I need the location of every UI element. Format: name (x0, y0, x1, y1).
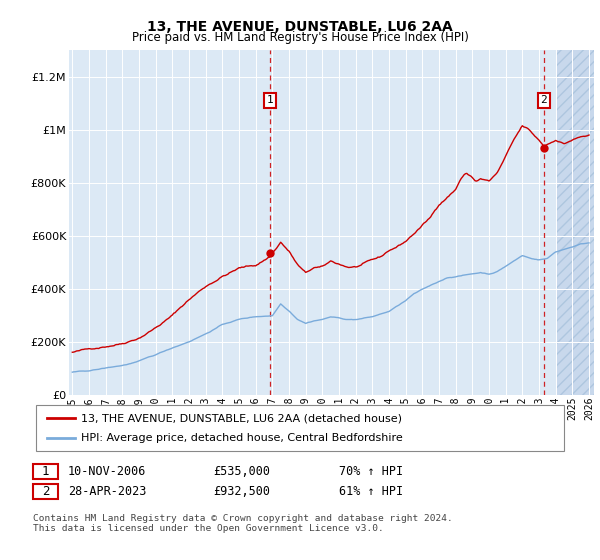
Text: £535,000: £535,000 (213, 465, 270, 478)
Text: Price paid vs. HM Land Registry's House Price Index (HPI): Price paid vs. HM Land Registry's House … (131, 31, 469, 44)
Text: 28-APR-2023: 28-APR-2023 (68, 485, 146, 498)
Text: 2: 2 (541, 95, 547, 105)
Text: Contains HM Land Registry data © Crown copyright and database right 2024.
This d: Contains HM Land Registry data © Crown c… (33, 514, 453, 534)
Text: 61% ↑ HPI: 61% ↑ HPI (339, 485, 403, 498)
Text: 1: 1 (267, 95, 274, 105)
Text: 70% ↑ HPI: 70% ↑ HPI (339, 465, 403, 478)
Text: 10-NOV-2006: 10-NOV-2006 (68, 465, 146, 478)
Bar (556, 50, 594, 395)
Text: 2: 2 (42, 485, 49, 498)
Text: HPI: Average price, detached house, Central Bedfordshire: HPI: Average price, detached house, Cent… (81, 433, 403, 444)
Text: 13, THE AVENUE, DUNSTABLE, LU6 2AA: 13, THE AVENUE, DUNSTABLE, LU6 2AA (147, 20, 453, 34)
Text: 1: 1 (42, 465, 49, 478)
Text: £932,500: £932,500 (213, 485, 270, 498)
Text: 13, THE AVENUE, DUNSTABLE, LU6 2AA (detached house): 13, THE AVENUE, DUNSTABLE, LU6 2AA (deta… (81, 413, 402, 423)
